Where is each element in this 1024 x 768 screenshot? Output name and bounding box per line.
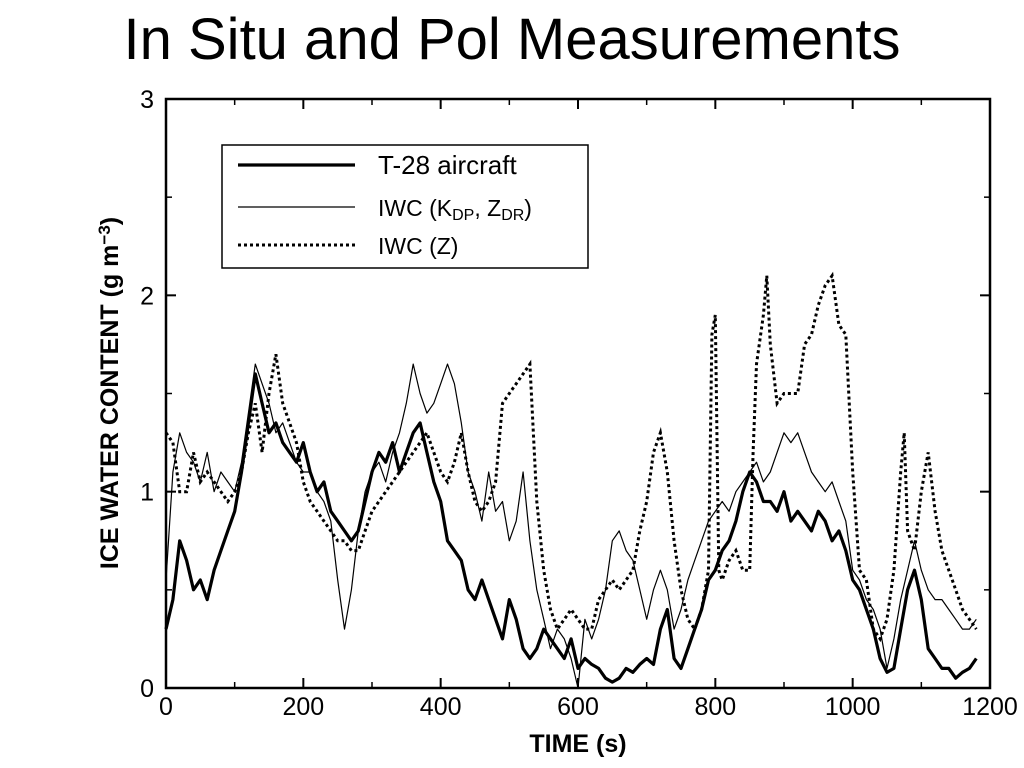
series-line-dotted [164, 271, 978, 643]
legend: T-28 aircraft IWC (KDP, ZDR) IWC (Z) [221, 144, 589, 269]
y-tick-label: 2 [140, 282, 154, 310]
x-tick-label: 400 [420, 693, 462, 721]
axis-ticks: 0 200 400 600 800 1000 1200 0 1 2 3 [140, 86, 1018, 721]
x-tick-label: 0 [159, 693, 173, 721]
y-axis-title: ICE WATER CONTENT (g m−3) [95, 217, 124, 569]
legend-label: IWC (Z) [378, 233, 458, 259]
series-line-thick-solid [164, 372, 978, 684]
legend-label: IWC (KDP, ZDR) [378, 195, 532, 224]
x-tick-label: 600 [557, 693, 599, 721]
x-tick-label: 1000 [825, 693, 881, 721]
y-tick-label: 3 [140, 86, 154, 114]
x-tick-label: 800 [694, 693, 736, 721]
x-tick-label: 200 [282, 693, 324, 721]
x-tick-label: 1200 [962, 693, 1018, 721]
y-tick-label: 0 [140, 675, 154, 703]
slide-title: In Situ and Pol Measurements [123, 7, 901, 72]
x-axis-title: TIME (s) [529, 730, 626, 758]
series-line-thin-solid [165, 363, 977, 689]
y-tick-label: 1 [140, 479, 154, 507]
series-layer [164, 271, 978, 689]
legend-label: T-28 aircraft [378, 150, 517, 180]
